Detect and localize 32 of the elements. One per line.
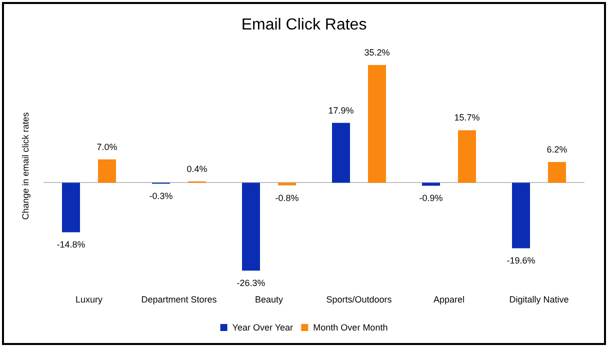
data-label: 35.2% xyxy=(364,48,390,58)
legend-label: Month Over Month xyxy=(313,322,388,332)
x-tick-label: Apparel xyxy=(433,294,465,304)
data-label: -14.8% xyxy=(56,240,86,250)
bar xyxy=(98,159,116,183)
bar xyxy=(422,182,440,186)
bar xyxy=(242,182,260,271)
data-label: -19.6% xyxy=(506,256,536,266)
bar xyxy=(368,65,386,183)
data-label: -0.8% xyxy=(275,192,299,203)
legend-label: Year Over Year xyxy=(232,322,294,332)
chart-title: Email Click Rates xyxy=(241,16,367,34)
x-tick-label: Digitally Native xyxy=(509,294,569,304)
data-label: 15.7% xyxy=(454,112,480,123)
y-axis-title: Change in email click rates xyxy=(20,112,30,220)
data-label: 0.4% xyxy=(186,164,208,174)
data-label: -0.3% xyxy=(149,191,173,202)
data-label: -26.3% xyxy=(236,278,266,288)
bar xyxy=(332,122,350,183)
bar xyxy=(458,130,476,183)
data-label: 6.2% xyxy=(546,144,568,154)
bar xyxy=(62,182,80,232)
data-label: 17.9% xyxy=(328,105,354,116)
x-tick-label: Beauty xyxy=(254,294,284,304)
x-tick-label: Luxury xyxy=(75,294,104,304)
bar xyxy=(548,162,566,183)
data-label: 7.0% xyxy=(96,142,118,152)
x-tick-label: Department Stores xyxy=(141,294,218,304)
bar xyxy=(512,182,530,248)
x-tick-label: Sports/Outdoors xyxy=(326,294,392,304)
data-label: -0.9% xyxy=(419,193,443,204)
bar xyxy=(278,182,296,186)
